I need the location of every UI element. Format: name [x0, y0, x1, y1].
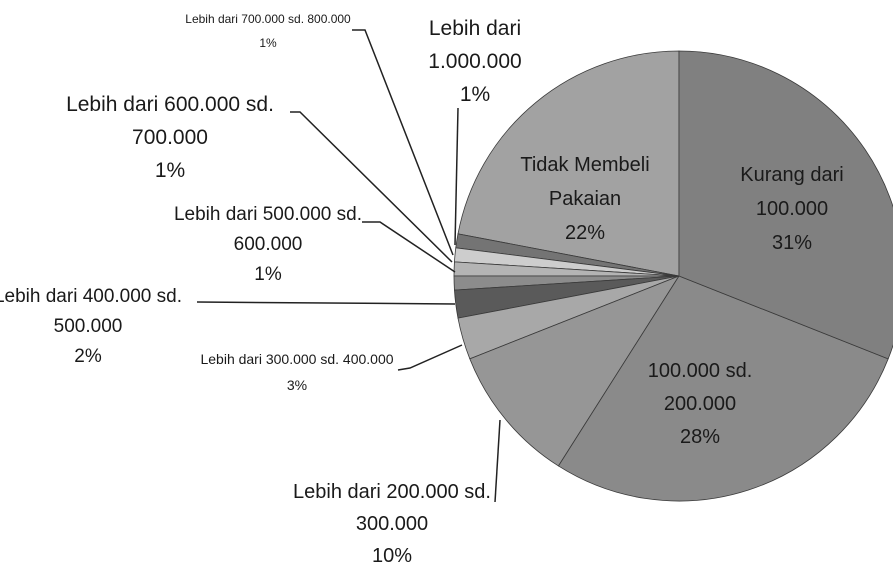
slice-label: Lebih dari 500.000 sd. 600.000 1%	[168, 200, 368, 290]
value-label: 3%	[286, 377, 308, 393]
leader-line	[290, 111, 453, 263]
pie-slice	[457, 50, 680, 277]
leader-line	[397, 344, 463, 371]
pie-slice	[678, 50, 893, 360]
slice-label: Lebih dari 300.000 sd. 400.000 3%	[192, 346, 402, 398]
leader-line	[352, 29, 454, 256]
value-label: 2%	[74, 346, 102, 367]
category-label: Lebih dari 1.000.000	[428, 17, 522, 73]
category-label: Lebih dari 300.000 sd. 400.000	[200, 351, 394, 367]
pie-slice	[557, 275, 889, 502]
leader-line	[362, 221, 456, 273]
leader-line	[196, 301, 456, 305]
pie-slice	[469, 275, 680, 467]
value-label: 1%	[459, 83, 491, 106]
category-label: Lebih dari 600.000 sd. 700.000	[66, 93, 274, 149]
value-label: 1%	[259, 36, 277, 50]
leader-lines	[196, 29, 501, 503]
slice-label: Lebih dari 1.000.000 1%	[410, 12, 540, 111]
category-label: Tidak Membeli Pakaian	[520, 154, 650, 210]
category-label: Kurang dari 100.000	[740, 164, 844, 220]
slice-label: Kurang dari 100.000 31%	[717, 158, 867, 260]
category-label: Lebih dari 200.000 sd. 300.000	[293, 481, 491, 535]
slice-label: Tidak Membeli Pakaian 22%	[498, 148, 673, 250]
value-label: 1%	[254, 264, 282, 285]
value-label: 31%	[771, 232, 813, 254]
slice-label: Lebih dari 600.000 sd. 700.000 1%	[55, 88, 285, 187]
leader-line	[454, 107, 459, 246]
category-label: Lebih dari 500.000 sd. 600.000	[173, 204, 363, 255]
category-label: 100.000 sd. 200.000	[647, 360, 753, 415]
category-label: Lebih dari 700.000 sd. 800.000	[185, 12, 351, 26]
slice-label: Lebih dari 700.000 sd. 800.000 1%	[178, 7, 358, 55]
slice-label: Lebih dari 400.000 sd. 500.000 2%	[0, 282, 193, 372]
value-label: 1%	[154, 159, 186, 182]
category-label: Lebih dari 400.000 sd. 500.000	[0, 286, 183, 337]
leader-line	[494, 419, 501, 503]
slice-label: 100.000 sd. 200.000 28%	[630, 355, 770, 454]
value-label: 28%	[679, 426, 721, 448]
value-label: 10%	[371, 545, 413, 567]
slice-label: Lebih dari 200.000 sd. 300.000 10%	[282, 476, 502, 572]
value-label: 22%	[564, 222, 606, 244]
